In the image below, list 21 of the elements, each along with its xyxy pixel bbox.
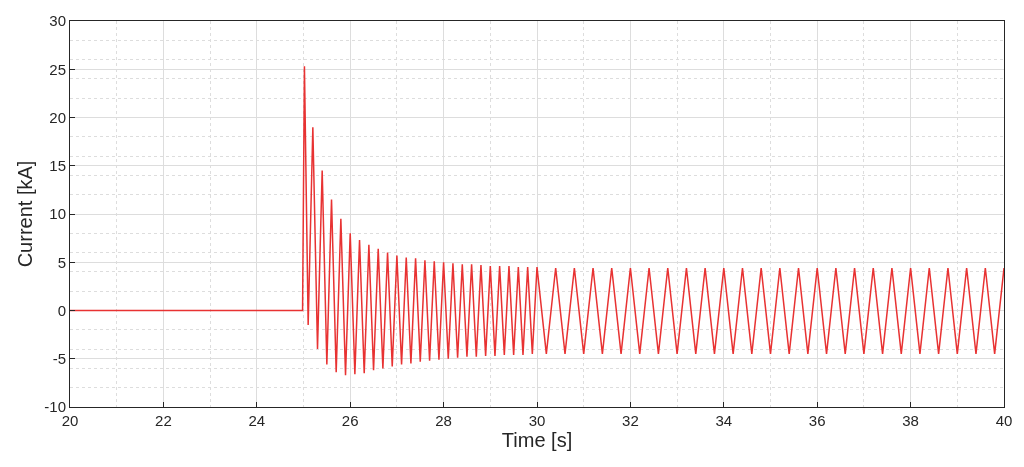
x-axis-title: Time [s] <box>501 429 573 451</box>
y-tick-label: 15 <box>49 157 66 174</box>
x-tick-label: 40 <box>995 412 1013 429</box>
y-tick-label: 20 <box>49 108 66 126</box>
x-tick-label: 26 <box>341 412 359 429</box>
x-tick-label: 28 <box>435 412 452 429</box>
x-tick-label: 36 <box>808 412 826 429</box>
y-tick-label: 0 <box>57 301 66 319</box>
y-tick-label: 5 <box>57 253 66 271</box>
x-tick-label: 30 <box>528 412 546 429</box>
y-tick-label: -10 <box>44 398 66 416</box>
y-tick-label: 30 <box>49 12 66 30</box>
x-tick-label: 22 <box>155 412 172 429</box>
y-tick-label: 25 <box>49 60 66 78</box>
y-tick-label: 10 <box>49 205 66 223</box>
x-tick-label: 34 <box>715 412 733 429</box>
y-axis-title: Current [kA] <box>13 160 36 268</box>
y-tick-label: -5 <box>52 350 66 367</box>
x-tick-label: 32 <box>622 412 639 429</box>
x-tick-label: 38 <box>902 412 919 429</box>
x-tick-label: 24 <box>248 412 266 429</box>
